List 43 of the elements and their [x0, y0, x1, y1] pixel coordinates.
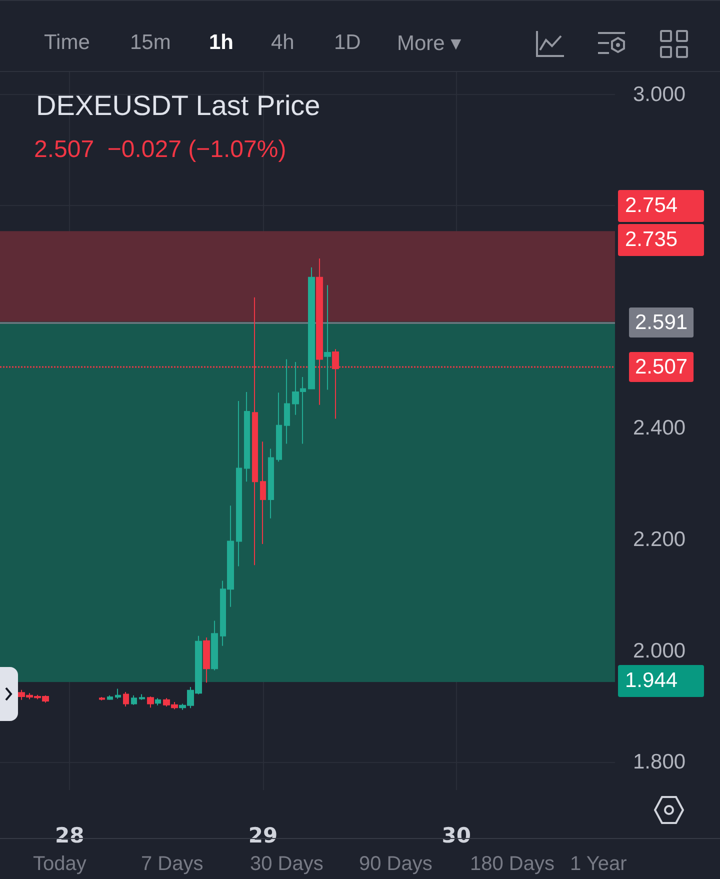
candlestick	[115, 688, 121, 700]
y-tick-label: 2.200	[633, 528, 686, 552]
text: 2.735	[625, 228, 678, 251]
text: 1.944	[625, 669, 678, 692]
y-tick-label: 1.800	[633, 750, 686, 774]
candlestick	[244, 392, 250, 482]
ref-line-label: 2.591	[635, 310, 688, 334]
candlestick	[155, 698, 161, 706]
candlestick	[268, 448, 274, 519]
text: 15m	[130, 31, 171, 55]
candlestick	[99, 696, 105, 701]
y-tick-label: 3.000	[633, 82, 686, 106]
candlestick	[211, 620, 218, 671]
candlestick	[131, 694, 137, 706]
text: 2.507 −0.027 (−1.07%)	[34, 136, 286, 164]
text: Today	[33, 853, 86, 876]
ref-line-label: 2.507	[635, 355, 688, 378]
text: 180 Days	[470, 853, 554, 876]
y-tick-label: 2.400	[633, 416, 686, 440]
candlestick	[308, 266, 315, 390]
candlestick	[260, 441, 266, 544]
text: 1h	[209, 31, 234, 55]
y-tick-label: 2.000	[633, 639, 686, 662]
text: Time	[44, 31, 90, 55]
candlestick	[284, 358, 290, 444]
candlestick	[139, 694, 145, 700]
candlestick	[147, 696, 154, 708]
text: 1D	[334, 31, 361, 55]
candlestick	[236, 400, 242, 567]
text: DEXEUSDT Last Price	[36, 90, 320, 122]
text: More ▾	[397, 31, 462, 56]
candlestick	[276, 392, 282, 462]
text: 30 Days	[250, 853, 324, 876]
candlestick	[107, 694, 113, 700]
candlestick	[324, 284, 331, 390]
text: 1 Year	[570, 853, 627, 876]
text: 90 Days	[359, 853, 432, 876]
candlestick	[203, 636, 210, 684]
candlestick	[123, 692, 129, 708]
text: 7 Days	[141, 853, 204, 876]
x-tick-label: 29	[248, 824, 278, 848]
text: 4h	[271, 31, 294, 55]
text: 2.754	[625, 194, 678, 217]
